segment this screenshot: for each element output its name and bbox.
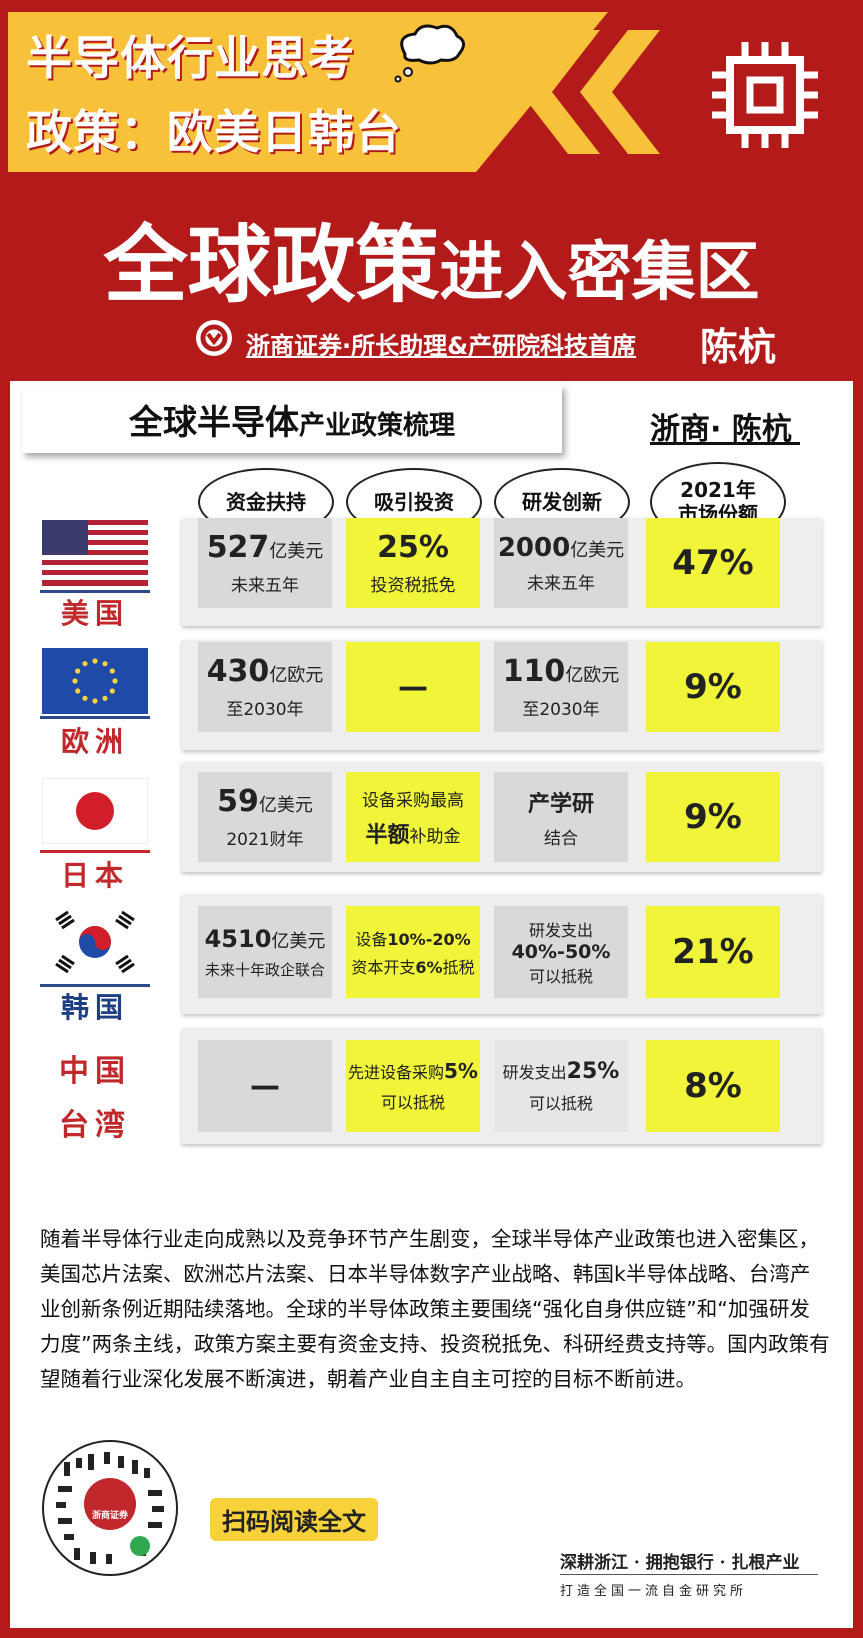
usa-flag-icon (42, 520, 148, 586)
eu-star (82, 695, 88, 701)
eu-star (102, 661, 108, 667)
korea-flag-icon (42, 908, 148, 976)
eu-star (109, 688, 115, 694)
summary-paragraph: 随着半导体行业走向成熟以及竞争环节产生剧变，全球半导体产业政策也进入密集区，美国… (40, 1227, 830, 1391)
qr-label: 浙商证券 (91, 1511, 128, 1521)
panel-title: 全球半导体产业政策梳理 (128, 403, 455, 443)
eu-star (109, 668, 115, 674)
cell-taiwan-funding: — (198, 1040, 332, 1132)
japan-flag-icon (42, 778, 148, 844)
eu-star (75, 668, 81, 674)
chip-icon (712, 42, 818, 148)
header-line2: 政策：欧美日韩台 (26, 105, 402, 159)
brand-tag: 浙商· 陈杭 (650, 412, 792, 447)
scan-cta[interactable]: 扫码阅读全文 (210, 1498, 378, 1541)
cell-usa-share: 47% (646, 518, 780, 608)
eu-flag-icon (42, 648, 148, 714)
cell-europe-share: 9% (646, 642, 780, 732)
cell-japan-funding: 59亿美元 2021财年 (198, 772, 332, 862)
country-name-taiwan-line1: 中国 (59, 1054, 131, 1089)
slogan-line1: 深耕浙江 · 拥抱银行 · 扎根产业 (560, 1553, 800, 1573)
country-underline (40, 590, 150, 593)
eu-star (82, 661, 88, 667)
cell-taiwan-rd: 研发支出25% 可以抵税 (494, 1040, 628, 1132)
cell-europe-rd: 110亿欧元 至2030年 (494, 642, 628, 732)
eu-star (75, 688, 81, 694)
country-name-usa: 美国 (60, 597, 129, 630)
country-name-japan: 日本 (60, 859, 129, 892)
eu-star (112, 678, 118, 684)
country-underline (40, 850, 150, 853)
main-title: 全球政策进入密集区 (103, 216, 760, 314)
country-underline (40, 984, 150, 987)
cell-japan-investment: 设备采购最高 半额补助金 (346, 772, 480, 862)
slogan-line2: 打造全国一流自金研究所 (560, 1584, 748, 1599)
cell-usa-investment: 25% 投资税抵免 (346, 518, 480, 608)
eu-star (102, 695, 108, 701)
panel-title-box (22, 385, 562, 453)
cell-korea-investment: 设备10%-20% 资本开支6%抵税 (346, 906, 480, 998)
cell-japan-rd: 产学研 结合 (494, 772, 628, 862)
slogan-divider (560, 1574, 818, 1575)
country-underline (40, 716, 150, 719)
author-name: 陈杭 (700, 325, 777, 369)
zheshang-logo-icon (196, 320, 232, 356)
cell-europe-investment: — (346, 642, 480, 732)
chevron-icon (580, 30, 660, 154)
eu-star (92, 658, 98, 664)
cell-usa-funding: 527亿美元 未来五年 (198, 518, 332, 608)
cell-japan-share: 9% (646, 772, 780, 862)
eu-star (92, 698, 98, 704)
cell-korea-funding: 4510亿美元 未来十年政企联合 (198, 906, 332, 998)
brand-underline (650, 442, 800, 445)
header-line1: 半导体行业思考 (26, 31, 355, 85)
thought-bubble-icon (394, 24, 465, 83)
cell-taiwan-investment: 先进设备采购5% 可以抵税 (346, 1040, 480, 1132)
country-name-taiwan-line2: 台湾 (59, 1108, 131, 1143)
country-name-europe: 欧洲 (60, 725, 129, 758)
cell-korea-rd: 研发支出 40%-50% 可以抵税 (494, 906, 628, 998)
eu-star (72, 678, 78, 684)
country-name-korea: 韩国 (60, 991, 129, 1024)
cell-taiwan-share: 8% (646, 1040, 780, 1132)
cell-korea-share: 21% (646, 906, 780, 998)
qr-code[interactable]: 浙商证券 (42, 1440, 178, 1576)
author-affiliation: 浙商证券·所长助理&产研院科技首席 (246, 332, 637, 360)
cell-europe-funding: 430亿欧元 至2030年 (198, 642, 332, 732)
cell-usa-rd: 2000亿美元 未来五年 (494, 518, 628, 608)
